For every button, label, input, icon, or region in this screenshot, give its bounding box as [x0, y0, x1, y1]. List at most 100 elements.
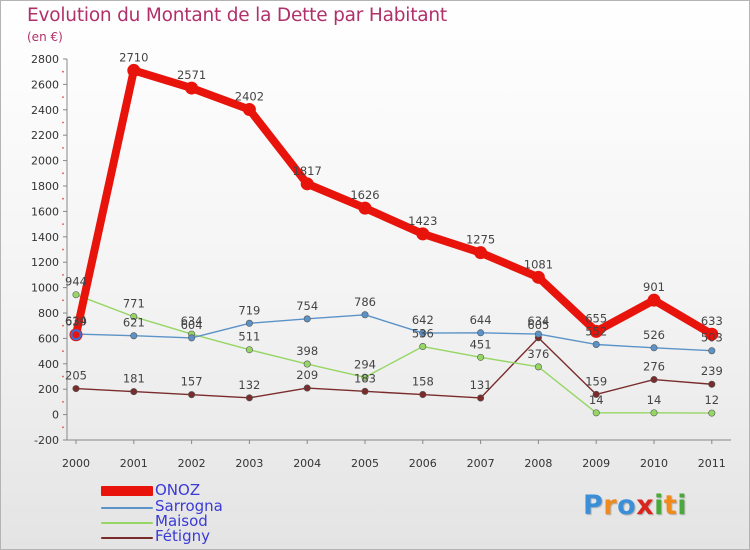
y-minor-tick: [62, 121, 64, 124]
legend-label-sarrogna: Sarrogna: [155, 497, 223, 515]
data-point-maisod: [477, 353, 485, 361]
x-tick-label: 2003: [235, 457, 263, 470]
data-label-maisod: 12: [704, 393, 719, 407]
series-line-onoz: [72, 66, 716, 339]
series-line-sarrogna: [75, 314, 713, 352]
data-label-sarrogna: 644: [470, 313, 492, 327]
data-label-onoz: 629: [65, 315, 87, 329]
data-point-maisod: [72, 291, 80, 299]
data-label-fetigny: 181: [123, 372, 145, 386]
y-tick-label: 2600: [31, 78, 59, 91]
data-label-onoz: 2571: [177, 68, 206, 82]
data-label-fetigny: 132: [238, 378, 260, 392]
data-point-fetigny: [188, 391, 196, 399]
x-tick-label: 2000: [62, 457, 90, 470]
data-label-sarrogna: 621: [123, 316, 145, 330]
data-label-fetigny: 157: [181, 375, 203, 389]
x-tick-label: 2006: [409, 457, 437, 470]
y-minor-tick: [62, 426, 64, 429]
legend-swatch-fetigny: [101, 537, 153, 539]
data-label-fetigny: 276: [643, 360, 665, 374]
y-tick-label: 1400: [31, 231, 59, 244]
highlight-marker: [70, 329, 82, 341]
series-layer: [69, 63, 719, 417]
chart-legend: ONOZ Sarrogna Maisod Fétigny: [101, 481, 301, 547]
data-label-maisod: 14: [647, 393, 662, 407]
x-tick-label: 2011: [698, 457, 726, 470]
y-tick-label: 1000: [31, 282, 59, 295]
y-minor-tick: [62, 274, 64, 276]
data-point-sarrogna: [650, 344, 658, 352]
series-line-maisod: [75, 294, 713, 414]
data-label-onoz: 901: [643, 280, 665, 294]
x-tick-label: 2002: [178, 457, 206, 470]
y-minor-tick: [62, 96, 64, 98]
data-label-fetigny: 183: [354, 371, 376, 385]
data-label-sarrogna: 754: [296, 299, 318, 313]
x-tick-label: 2007: [467, 457, 495, 470]
data-label-fetigny: 159: [585, 374, 607, 388]
legend-label-maisod: Maisod: [155, 512, 208, 530]
y-minor-tick: [62, 147, 64, 149]
data-point-maisod: [592, 409, 600, 417]
y-tick-label: 600: [38, 332, 59, 345]
y-minor-tick: [62, 375, 64, 378]
data-point-maisod: [245, 346, 253, 354]
legend-item-maisod: Maisod: [101, 512, 301, 532]
data-point-maisod: [361, 373, 369, 381]
proxiti-logo: Proxiti: [583, 490, 688, 521]
data-label-sarrogna: 642: [412, 313, 434, 327]
data-label-onoz: 1817: [293, 164, 322, 178]
y-minor-tick: [62, 70, 64, 73]
data-label-onoz: 1423: [408, 214, 437, 228]
data-point-maisod: [650, 409, 658, 417]
data-point-onoz: [647, 293, 661, 307]
data-label-maisod: 771: [123, 297, 145, 311]
data-point-sarrogna: [477, 329, 485, 337]
y-minor-tick: [62, 350, 64, 352]
data-label-maisod: 634: [181, 314, 203, 328]
data-label-sarrogna: 786: [354, 295, 376, 309]
data-point-fetigny: [477, 394, 485, 402]
y-tick-label: -200: [34, 434, 59, 447]
data-point-maisod: [419, 343, 427, 351]
data-point-onoz: [474, 246, 488, 260]
y-tick-label: 1800: [31, 180, 59, 193]
data-point-onoz: [589, 324, 603, 338]
data-label-fetigny: 205: [65, 369, 87, 383]
legend-swatch-maisod: [101, 522, 153, 524]
y-tick-label: 0: [52, 409, 59, 422]
data-label-sarrogna: 526: [643, 328, 665, 342]
y-tick-label: 200: [38, 383, 59, 396]
legend-swatch-onoz: [101, 486, 153, 496]
data-point-fetigny: [130, 388, 138, 396]
data-label-fetigny: 131: [470, 378, 492, 392]
data-label-onoz: 2710: [119, 50, 148, 64]
x-tick-label: 2005: [351, 457, 379, 470]
data-label-fetigny: 158: [412, 375, 434, 389]
data-point-fetigny: [419, 391, 427, 399]
y-minor-tick: [62, 197, 64, 200]
data-label-onoz: 1081: [524, 257, 553, 271]
data-label-sarrogna: 604: [181, 318, 203, 332]
data-point-fetigny: [592, 390, 600, 398]
data-label-maisod: 536: [412, 327, 434, 341]
data-label-onoz: 633: [701, 314, 723, 328]
data-point-sarrogna: [361, 311, 369, 319]
data-label-sarrogna: 634: [527, 314, 549, 328]
data-label-maisod: 14: [589, 393, 604, 407]
data-label-fetigny: 239: [701, 364, 723, 378]
data-point-fetigny: [72, 385, 80, 393]
data-point-sarrogna: [303, 315, 311, 323]
x-tick-label: 2010: [640, 457, 668, 470]
y-tick-label: 2400: [31, 104, 59, 117]
y-tick-label: 800: [38, 307, 59, 320]
data-point-fetigny: [303, 384, 311, 392]
data-point-fetigny: [708, 380, 716, 388]
legend-item-fetigny: Fétigny: [101, 527, 301, 547]
data-point-onoz: [127, 63, 141, 77]
data-labels-layer: 629 2710 2571 2402 1817 1626 1423 1275 1081 655 90…: [65, 50, 723, 407]
data-point-sarrogna: [708, 347, 716, 355]
